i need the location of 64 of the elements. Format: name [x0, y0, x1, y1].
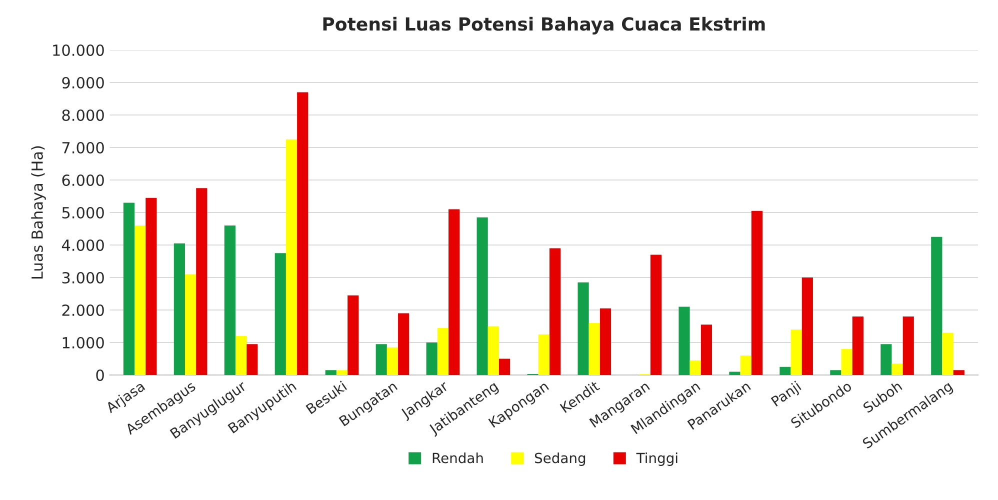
- bar: [235, 336, 247, 375]
- bar: [790, 330, 802, 375]
- bar: [488, 326, 499, 375]
- bar: [448, 209, 460, 375]
- bar: [184, 274, 196, 375]
- bar: [852, 316, 864, 375]
- bar: [953, 370, 964, 375]
- y-tick-label: 3.000: [62, 272, 104, 284]
- y-tick-label: 8.000: [62, 109, 104, 122]
- y-tick-label: 10.000: [53, 44, 104, 56]
- bar: [274, 253, 286, 375]
- bar: [376, 344, 387, 375]
- bar: [286, 139, 298, 375]
- bar: [398, 313, 410, 375]
- bar: [498, 358, 510, 375]
- bar: [196, 188, 208, 375]
- bar: [690, 360, 701, 375]
- y-tick-label: 6.000: [62, 174, 104, 186]
- legend-label: Rendah: [432, 452, 483, 464]
- bar: [123, 202, 135, 375]
- bar: [336, 370, 348, 375]
- bar: [386, 347, 398, 375]
- legend-label: Sedang: [534, 452, 586, 466]
- chart-title: Potensi Luas Potensi Bahaya Cuaca Ekstrim: [323, 16, 765, 34]
- bar: [678, 306, 690, 375]
- bar: [892, 364, 903, 375]
- bar: [437, 328, 448, 375]
- bar: [578, 282, 589, 375]
- bar: [780, 366, 791, 375]
- bar: [538, 334, 550, 375]
- bar: [841, 349, 852, 375]
- bar: [476, 217, 488, 375]
- bar: [146, 198, 157, 375]
- bar: [426, 342, 438, 375]
- bar: [134, 226, 146, 375]
- bar: [700, 324, 712, 375]
- y-tick-label: 2.000: [62, 304, 104, 316]
- bar: [740, 356, 752, 375]
- bar: [802, 278, 813, 375]
- bar: [246, 344, 258, 375]
- bar: [902, 316, 914, 375]
- bar: [549, 248, 561, 375]
- bar: [751, 210, 762, 375]
- bar: [224, 226, 236, 375]
- bar: [880, 344, 892, 375]
- y-axis-title: Luas Bahaya (Ha): [31, 146, 46, 279]
- y-tick-label: 0: [96, 369, 104, 382]
- bar: [174, 243, 185, 375]
- y-tick-label: 5.000: [62, 206, 104, 219]
- legend-label: Tinggi: [636, 452, 678, 466]
- bar: [729, 372, 740, 375]
- y-tick-label: 7.000: [62, 142, 104, 154]
- bar: [650, 254, 662, 375]
- y-tick-label: 1.000: [62, 336, 104, 349]
- y-tick-label: 4.000: [62, 239, 104, 252]
- bar: [325, 370, 336, 375]
- bar: [931, 236, 942, 375]
- bar: [830, 370, 842, 375]
- bar: [600, 308, 612, 375]
- bar: [348, 295, 359, 375]
- bar: [297, 92, 308, 375]
- y-tick-label: 9.000: [62, 76, 104, 89]
- bar: [942, 332, 954, 375]
- bar: [588, 323, 600, 375]
